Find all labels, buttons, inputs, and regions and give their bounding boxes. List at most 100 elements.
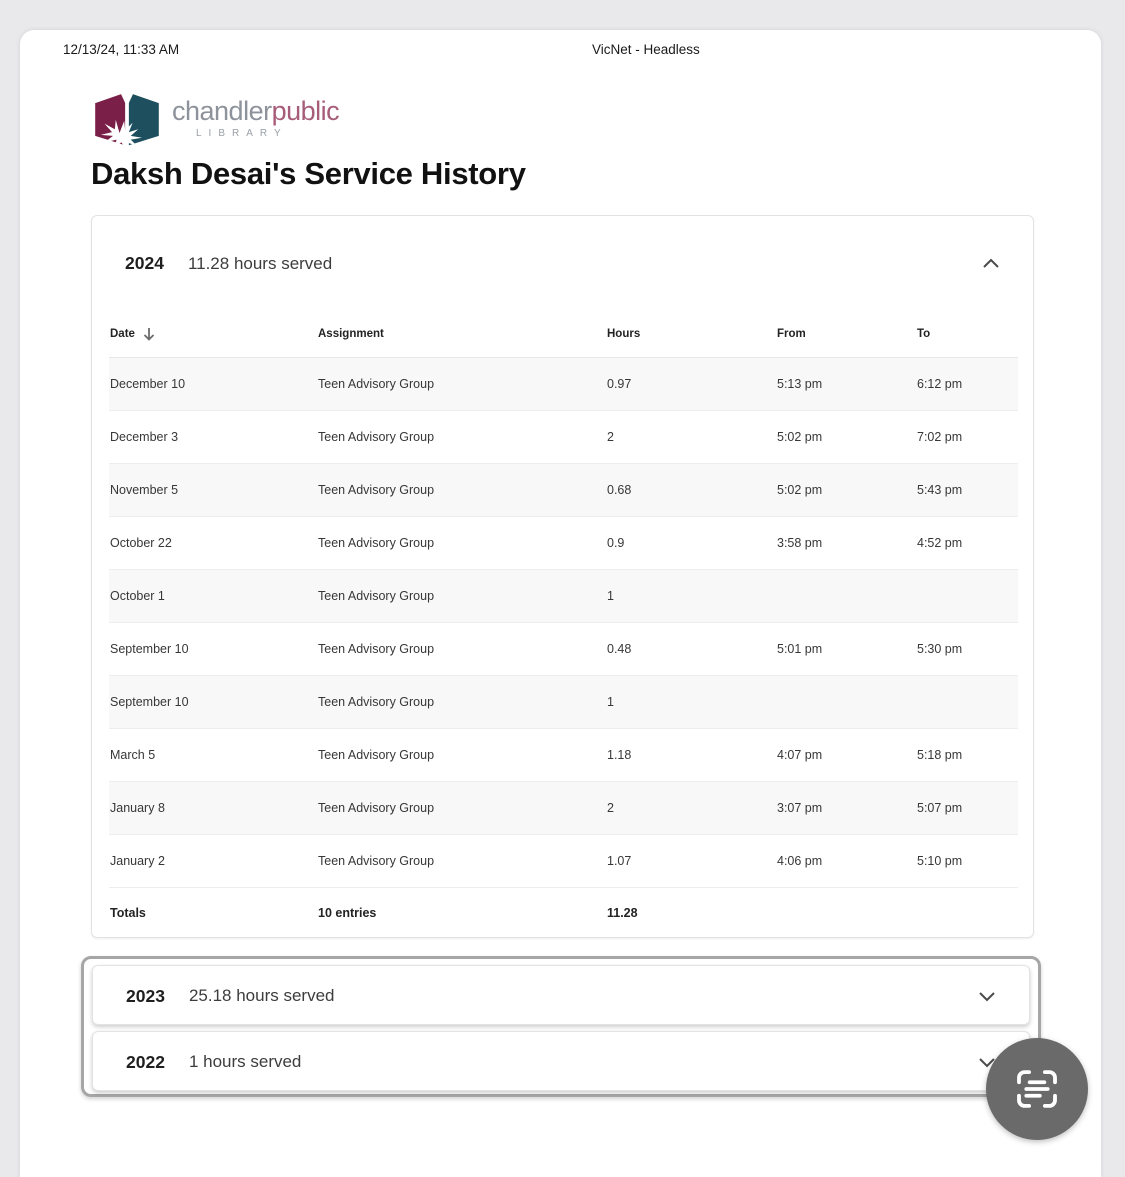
cell-from: 5:13 pm bbox=[776, 357, 916, 411]
logo-brand-gray: chandler bbox=[172, 96, 272, 126]
table-row: December 10 Teen Advisory Group 0.97 5:1… bbox=[109, 357, 1018, 411]
year-label-2024: 2024 bbox=[125, 253, 164, 273]
cell-from bbox=[776, 675, 916, 729]
live-text-scan-button[interactable] bbox=[986, 1038, 1088, 1140]
cell-date: October 1 bbox=[109, 569, 317, 623]
cell-from: 3:07 pm bbox=[776, 781, 916, 835]
cell-to: 6:12 pm bbox=[916, 357, 1018, 411]
cell-from: 3:58 pm bbox=[776, 516, 916, 570]
chevron-up-icon[interactable] bbox=[982, 258, 1000, 269]
cell-to: 5:18 pm bbox=[916, 728, 1018, 782]
cell-to bbox=[916, 675, 1018, 729]
year-label-2022: 2022 bbox=[126, 1051, 165, 1072]
cell-assignment: Teen Advisory Group bbox=[317, 516, 606, 570]
print-document-title: VicNet - Headless bbox=[592, 42, 700, 57]
hours-served-2024: 11.28 hours served bbox=[187, 253, 333, 273]
column-header-assignment: Assignment bbox=[317, 311, 606, 358]
cell-assignment: Teen Advisory Group bbox=[317, 834, 606, 888]
cell-date: December 10 bbox=[109, 357, 317, 411]
table-row: October 1 Teen Advisory Group 1 bbox=[109, 569, 1018, 623]
service-history-table: Date Assignment Hours From To December bbox=[109, 311, 1018, 939]
column-header-from: From bbox=[776, 311, 916, 358]
table-row: November 5 Teen Advisory Group 0.68 5:02… bbox=[109, 463, 1018, 517]
column-header-date[interactable]: Date bbox=[109, 311, 317, 358]
year-card-2022: 2022 1 hours served bbox=[92, 1031, 1030, 1091]
cell-hours: 1 bbox=[606, 675, 776, 729]
cell-to: 5:07 pm bbox=[916, 781, 1018, 835]
page-title: Daksh Desai's Service History bbox=[91, 156, 526, 191]
cell-to: 4:52 pm bbox=[916, 516, 1018, 570]
hours-served-2023: 25.18 hours served bbox=[188, 986, 335, 1005]
table-header-row: Date Assignment Hours From To bbox=[109, 311, 1018, 358]
cell-from: 5:02 pm bbox=[776, 410, 916, 464]
table-row: September 10 Teen Advisory Group 0.48 5:… bbox=[109, 622, 1018, 676]
totals-entries: 10 entries bbox=[318, 906, 377, 921]
cell-to: 5:43 pm bbox=[916, 463, 1018, 517]
totals-label: Totals bbox=[110, 906, 146, 921]
logo-brand-accent: public bbox=[271, 96, 340, 126]
cell-from bbox=[776, 569, 916, 623]
service-table-wrap: Date Assignment Hours From To December bbox=[92, 311, 1033, 939]
cell-assignment: Teen Advisory Group bbox=[317, 622, 606, 676]
cell-date: October 22 bbox=[109, 516, 317, 570]
cell-assignment: Teen Advisory Group bbox=[317, 675, 606, 729]
table-row: December 3 Teen Advisory Group 2 5:02 pm… bbox=[109, 410, 1018, 464]
printed-page: 12/13/24, 11:33 AM VicNet - Headless cha… bbox=[20, 30, 1101, 1177]
cell-hours: 1.07 bbox=[606, 834, 776, 888]
cell-to: 5:10 pm bbox=[916, 834, 1018, 888]
cell-date: January 8 bbox=[109, 781, 317, 835]
table-row: January 8 Teen Advisory Group 2 3:07 pm … bbox=[109, 781, 1018, 835]
sort-descending-icon bbox=[143, 327, 155, 341]
hours-served-2022: 1 hours served bbox=[188, 1052, 302, 1071]
cell-assignment: Teen Advisory Group bbox=[317, 728, 606, 782]
year-card-2023: 2023 25.18 hours served bbox=[92, 965, 1030, 1025]
cell-hours: 1.18 bbox=[606, 728, 776, 782]
cell-date: January 2 bbox=[109, 834, 317, 888]
logo-subtitle: LIBRARY bbox=[196, 128, 288, 139]
cell-from: 5:02 pm bbox=[776, 463, 916, 517]
cell-hours: 0.9 bbox=[606, 516, 776, 570]
table-row: March 5 Teen Advisory Group 1.18 4:07 pm… bbox=[109, 728, 1018, 782]
year-label-2023: 2023 bbox=[126, 985, 165, 1006]
library-logo-text: chandlerpublic LIBRARY bbox=[172, 96, 340, 140]
year-header-2022[interactable]: 2022 1 hours served bbox=[93, 1032, 1029, 1092]
chevron-down-icon[interactable] bbox=[978, 991, 996, 1002]
table-row: January 2 Teen Advisory Group 1.07 4:06 … bbox=[109, 834, 1018, 888]
cell-from: 5:01 pm bbox=[776, 622, 916, 676]
cell-to: 7:02 pm bbox=[916, 410, 1018, 464]
cell-date: December 3 bbox=[109, 410, 317, 464]
column-header-hours: Hours bbox=[606, 311, 776, 358]
cell-date: September 10 bbox=[109, 675, 317, 729]
print-timestamp: 12/13/24, 11:33 AM bbox=[63, 42, 180, 57]
cell-assignment: Teen Advisory Group bbox=[317, 781, 606, 835]
table-row: October 22 Teen Advisory Group 0.9 3:58 … bbox=[109, 516, 1018, 570]
cell-hours: 0.68 bbox=[606, 463, 776, 517]
cell-date: September 10 bbox=[109, 622, 317, 676]
cell-date: March 5 bbox=[109, 728, 317, 782]
collapsed-years-outline: 2023 25.18 hours served 2022 1 hours ser… bbox=[81, 956, 1041, 1097]
cell-assignment: Teen Advisory Group bbox=[317, 569, 606, 623]
cell-hours: 0.48 bbox=[606, 622, 776, 676]
cell-date: November 5 bbox=[109, 463, 317, 517]
year-card-2024: 2024 11.28 hours served Date bbox=[91, 215, 1034, 938]
library-logo: chandlerpublic LIBRARY bbox=[91, 90, 340, 148]
cell-hours: 0.97 bbox=[606, 357, 776, 411]
cell-to: 5:30 pm bbox=[916, 622, 1018, 676]
year-header-2023[interactable]: 2023 25.18 hours served bbox=[93, 966, 1029, 1026]
cell-from: 4:07 pm bbox=[776, 728, 916, 782]
totals-row: Totals 10 entries 11.28 bbox=[109, 887, 1018, 939]
cell-assignment: Teen Advisory Group bbox=[317, 463, 606, 517]
cell-from: 4:06 pm bbox=[776, 834, 916, 888]
cell-hours: 2 bbox=[606, 781, 776, 835]
scan-text-icon bbox=[1017, 1070, 1057, 1108]
service-table-body: December 10 Teen Advisory Group 0.97 5:1… bbox=[109, 357, 1018, 888]
open-book-logo-icon bbox=[95, 90, 159, 148]
cell-hours: 1 bbox=[606, 569, 776, 623]
chevron-down-icon[interactable] bbox=[978, 1057, 996, 1068]
cell-assignment: Teen Advisory Group bbox=[317, 410, 606, 464]
year-header-2024[interactable]: 2024 11.28 hours served bbox=[92, 216, 1033, 311]
column-header-to: To bbox=[916, 311, 1018, 358]
cell-to bbox=[916, 569, 1018, 623]
totals-hours: 11.28 bbox=[607, 906, 638, 921]
cell-hours: 2 bbox=[606, 410, 776, 464]
